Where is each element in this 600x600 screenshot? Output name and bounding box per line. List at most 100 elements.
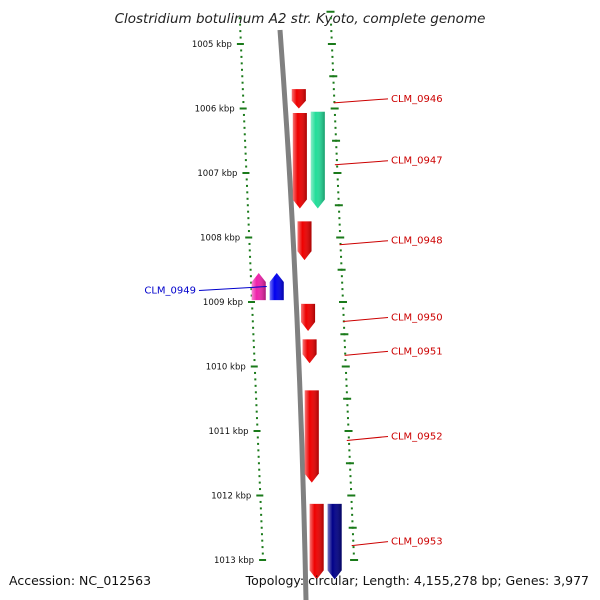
minor-tick [352,552,355,555]
minor-tick [257,442,260,445]
minor-tick [251,313,254,316]
minor-tick [340,255,343,258]
gene-label[interactable]: CLM_0951 [391,346,443,357]
minor-tick [243,120,246,123]
gene-arrow-shading [291,89,306,109]
minor-tick [254,391,257,394]
tick-label: 1005 kbp [192,40,232,50]
gene-label[interactable]: CLM_0946 [391,94,443,105]
minor-tick [340,275,343,278]
minor-tick [252,346,255,349]
minor-tick [250,294,253,297]
minor-tick [260,533,263,536]
gene-labels: CLM_0946 CLM_0947 CLM_0948 CLM_0949 CLM_0950… [144,94,442,548]
gene-label[interactable]: CLM_0948 [391,236,443,247]
minor-tick [244,139,247,142]
minor-tick [241,75,244,78]
minor-tick [350,488,353,491]
gene-label[interactable]: CLM_0952 [391,431,443,442]
minor-tick [247,210,250,213]
minor-tick [261,552,264,555]
minor-tick [341,294,344,297]
minor-tick [337,191,340,194]
minor-tick [338,230,341,233]
minor-tick [256,430,259,432]
minor-tick [351,513,354,516]
minor-tick [331,49,334,52]
minor-tick [345,378,348,381]
tick-label: 1008 kbp [200,234,240,244]
minor-tick [346,417,349,420]
minor-tick [334,120,337,123]
gene-label-leader [334,160,389,166]
tick-scale-outer [326,10,359,561]
minor-tick [347,423,350,426]
minor-tick [244,146,247,149]
minor-tick [245,178,248,181]
minor-tick [242,101,245,104]
minor-tick [343,346,346,349]
minor-tick [258,481,261,484]
minor-tick [335,152,338,155]
gene-label-leader [343,316,389,322]
minor-tick [249,268,252,271]
minor-tick [242,113,245,116]
minor-tick [259,488,262,491]
minor-tick [252,333,255,336]
gene-arrow-shading [297,221,312,261]
minor-tick [343,339,346,342]
minor-tick [341,288,344,291]
minor-tick [351,520,354,523]
minor-tick [255,410,258,413]
minor-tick [255,397,258,400]
minor-tick [338,217,341,220]
minor-tick [258,468,261,471]
minor-tick [342,307,345,310]
minor-tick [241,88,244,91]
minor-tick [349,468,352,471]
minor-tick [339,242,342,245]
minor-tick [259,500,262,503]
gene-label[interactable]: CLM_0947 [391,156,443,167]
minor-tick [345,384,348,387]
gene-label[interactable]: CLM_0949 [144,286,196,297]
minor-tick [349,475,352,478]
minor-tick [258,475,261,478]
minor-tick [259,507,262,510]
minor-tick [243,133,246,136]
gene-arrow-shading [304,390,319,483]
minor-tick [332,68,335,71]
gene-features [251,89,342,580]
gene-arrow-shading [301,303,316,332]
minor-tick [238,17,241,20]
minor-tick [246,191,249,194]
minor-tick [239,30,242,33]
tick-label: 1009 kbp [203,298,243,308]
minor-tick [344,359,347,362]
minor-tick [249,255,252,258]
minor-tick [335,159,338,162]
minor-tick [254,384,257,387]
minor-tick [336,178,339,181]
minor-tick [260,526,263,529]
minor-tick [338,223,341,226]
minor-tick [346,410,349,413]
minor-tick [257,455,260,458]
minor-tick [245,165,248,168]
gene-label-leader [333,98,389,104]
gene-label[interactable]: CLM_0950 [391,312,443,323]
minor-tick [243,126,246,129]
minor-tick [242,94,245,97]
minor-tick [330,30,333,33]
minor-tick [245,172,248,174]
minor-tick [351,533,354,536]
tick-label: 1010 kbp [206,363,246,373]
minor-tick [330,36,333,39]
minor-tick [254,378,257,381]
minor-tick [245,184,248,187]
minor-tick [249,275,252,278]
minor-tick [342,313,345,316]
gene-label[interactable]: CLM_0953 [391,537,443,548]
minor-tick [260,520,263,523]
